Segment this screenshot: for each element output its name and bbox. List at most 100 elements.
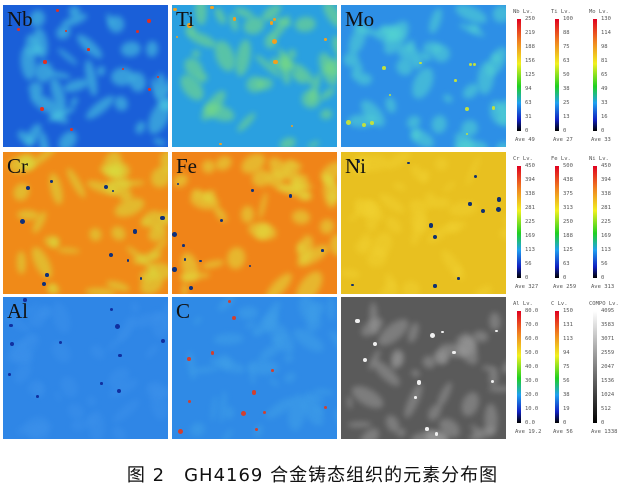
scale-tick: 188 — [525, 44, 535, 50]
precipitate-spot — [183, 258, 187, 261]
scale-title: Nb Lv. — [513, 9, 533, 15]
segregation-region — [442, 180, 458, 194]
scale-tick: 75 — [563, 364, 570, 370]
precipitate-spot — [199, 259, 202, 263]
segregation-region — [227, 12, 240, 32]
scale-tick: 40.0 — [525, 364, 539, 370]
scale-tick: 113 — [525, 247, 535, 253]
precipitate-spot — [41, 281, 47, 287]
precipitate-spot — [40, 107, 45, 112]
map-label: Ni — [345, 154, 366, 178]
scale-tick: 2559 — [601, 350, 615, 356]
intensity-scale: Ni Lv. 450 394 338 281 225 169 113 56 0 Ave 313 — [589, 152, 625, 294]
scale-tick: 250 — [563, 219, 573, 225]
segregation-region — [133, 120, 147, 136]
scale-tick: 94 — [563, 350, 570, 356]
precipitate-spot — [468, 62, 473, 67]
segregation-region — [453, 139, 489, 147]
scale-tick: 0 — [563, 275, 567, 281]
precipitate-spot — [23, 298, 27, 302]
scale-group: Nb Lv. 250 219 188 156 125 94 63 31 0 Ave 49 Ti L… — [507, 5, 625, 147]
scale-title: Cr Lv. — [513, 156, 533, 162]
precipitate-spot — [175, 36, 178, 39]
scale-title: Fe Lv. — [551, 156, 571, 162]
precipitate-spot — [172, 232, 177, 237]
precipitate-spot — [232, 315, 237, 320]
scale-tick: 512 — [601, 406, 611, 412]
scale-average: Ave 1338 — [591, 429, 618, 435]
scale-tick: 125 — [563, 247, 573, 253]
scale-average: Ave 49 — [515, 137, 535, 143]
precipitate-spot — [219, 142, 222, 146]
scale-tick: 0 — [601, 275, 605, 281]
intensity-scale: Fe Lv. 500 438 375 313 250 188 125 63 0 Ave 259 — [551, 152, 589, 294]
scale-tick: 313 — [563, 205, 573, 211]
segregation-region — [283, 352, 295, 364]
figure-caption: 图 2 GH4169 合金铸态组织的元素分布图 — [126, 465, 499, 486]
scale-average: Ave 313 — [591, 284, 615, 290]
segregation-region — [237, 305, 259, 320]
segregation-region — [218, 390, 228, 424]
intensity-scale: Ti Lv. 100 88 75 63 50 38 25 13 0 Ave 27 — [551, 5, 589, 147]
precipitate-spot — [468, 202, 472, 206]
color-bar — [517, 19, 521, 131]
scale-tick: 98 — [601, 44, 608, 50]
precipitate-spot — [473, 174, 478, 179]
precipitate-spot — [103, 184, 108, 189]
segregation-region — [120, 40, 142, 58]
precipitate-spot — [148, 87, 152, 91]
scale-tick: 13 — [563, 114, 570, 120]
scale-tick: 0 — [563, 128, 567, 134]
scale-average: Ave 259 — [553, 284, 577, 290]
precipitate-spot — [388, 93, 391, 96]
segregation-region — [318, 217, 336, 236]
precipitate-spot — [433, 284, 437, 288]
segregation-region — [346, 395, 353, 410]
precipitate-spot — [323, 38, 327, 41]
precipitate-spot — [362, 357, 368, 363]
scale-tick: 0 — [563, 420, 567, 426]
segregation-region — [347, 422, 372, 429]
precipitate-spot — [472, 63, 476, 67]
precipitate-spot — [370, 120, 374, 125]
precipitate-spot — [139, 277, 142, 280]
segregation-region — [293, 15, 317, 33]
scale-average: Ave 56 — [553, 429, 573, 435]
segregation-region — [55, 47, 79, 67]
segregation-region — [46, 283, 56, 294]
scale-tick: 130 — [601, 16, 611, 22]
precipitate-spot — [434, 432, 439, 436]
color-bar — [555, 19, 559, 131]
segregation-region — [392, 181, 408, 193]
segregation-region — [402, 280, 421, 294]
segregation-region — [481, 364, 497, 372]
precipitate-spot — [419, 61, 422, 65]
segregation-region — [85, 394, 98, 408]
scale-tick: 113 — [601, 247, 611, 253]
segregation-region — [318, 107, 333, 121]
precipitate-spot — [182, 244, 186, 248]
segregation-region — [87, 225, 104, 243]
segregation-region — [267, 376, 281, 389]
precipitate-spot — [25, 185, 31, 190]
element-map-compo — [341, 297, 506, 439]
scale-tick: 16 — [601, 114, 608, 120]
map-label: Cr — [7, 154, 28, 178]
precipitate-spot — [132, 229, 137, 234]
segregation-region — [63, 166, 89, 200]
segregation-region — [145, 41, 159, 59]
precipitate-spot — [240, 410, 246, 416]
scale-tick: 56 — [525, 261, 532, 267]
scale-tick: 338 — [601, 191, 611, 197]
segregation-region — [112, 195, 148, 222]
precipitate-spot — [356, 160, 360, 163]
segregation-region — [187, 420, 208, 439]
scale-average: Ave 33 — [591, 137, 611, 143]
precipitate-spot — [161, 338, 166, 343]
precipitate-spot — [465, 132, 468, 135]
scale-tick: 1024 — [601, 392, 615, 398]
segregation-region — [319, 5, 337, 31]
precipitate-spot — [172, 267, 177, 272]
scale-group: Cr Lv. 450 394 338 281 225 169 113 56 0 Ave 327 F… — [507, 152, 625, 294]
scale-tick: 113 — [563, 336, 573, 342]
